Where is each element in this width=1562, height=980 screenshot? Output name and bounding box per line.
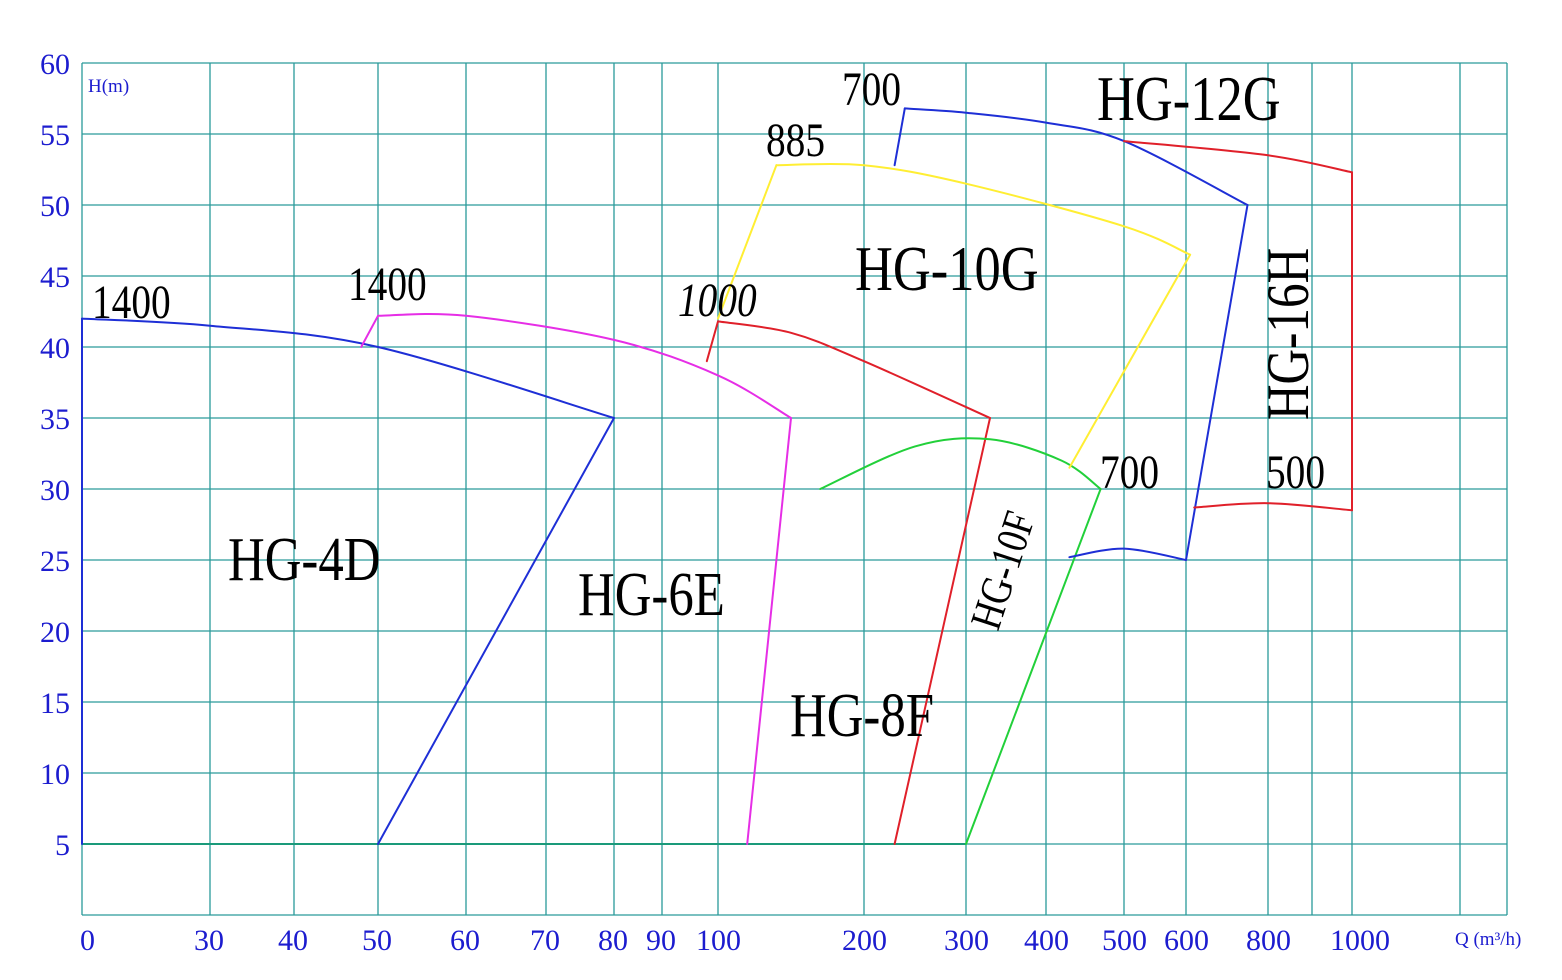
hg-10g-top-curve <box>775 162 1192 256</box>
speed-label-hg-8f: 1000 <box>678 274 757 326</box>
hg-8f-left-boundary <box>705 320 719 363</box>
x-tick-label: 90 <box>646 924 676 957</box>
hg-12g-lower-curve <box>1068 547 1187 561</box>
y-tick-label: 5 <box>55 829 70 862</box>
curves <box>81 107 1353 845</box>
y-tick-label: 50 <box>40 190 70 223</box>
y-tick-label: 20 <box>40 616 70 649</box>
y-tick-label: 25 <box>40 545 70 578</box>
x-tick-label: 70 <box>530 924 560 957</box>
x-tick-label: 80 <box>598 924 628 957</box>
x-tick-label: 0 <box>80 924 95 957</box>
y-tick-label: 45 <box>40 261 70 294</box>
y-tick-labels: 5 10 15 20 25 30 35 40 45 50 55 60 <box>40 48 70 862</box>
hg-4d-top-curve <box>81 317 615 419</box>
x-tick-label: 300 <box>944 924 989 957</box>
hg-10g-bottom-boundary <box>1068 253 1192 469</box>
speed-label-hg-12g: 700 <box>842 63 901 115</box>
hg-6e-bottom-boundary <box>746 417 792 845</box>
x-tick-label: 500 <box>1102 924 1147 957</box>
hg-16h-top-curve <box>1123 140 1353 174</box>
x-tick-label: 100 <box>696 924 741 957</box>
hg-16h-lower-curve <box>1193 502 1353 512</box>
y-tick-label: 10 <box>40 758 70 791</box>
speed-label-hg-6e: 1400 <box>348 258 427 310</box>
model-label-hg-8f: HG-8F <box>790 681 934 750</box>
hg-12g-bottom-boundary <box>1185 204 1249 561</box>
y-tick-label: 40 <box>40 332 70 365</box>
hg-12g-left-boundary <box>893 107 906 167</box>
hg-8f-bottom-boundary <box>893 417 991 845</box>
x-tick-label: 40 <box>278 924 308 957</box>
x-tick-label: 50 <box>362 924 392 957</box>
model-label-hg-4d: HG-4D <box>228 525 380 594</box>
y-tick-label: 55 <box>40 119 70 152</box>
hg-6e-left-boundary <box>360 314 379 348</box>
model-label-hg-6e: HG-6E <box>578 560 725 629</box>
x-tick-labels: 0 30 40 50 60 70 80 90 100 200 300 400 500 600 800 1000 <box>80 924 1390 957</box>
hg-6e-top-curve <box>377 312 792 419</box>
grid <box>81 62 1508 916</box>
y-tick-label: 15 <box>40 687 70 720</box>
x-tick-label: 400 <box>1024 924 1069 957</box>
hg-10f-bottom-boundary <box>965 488 1102 845</box>
hg-10g-left-boundary <box>717 164 778 320</box>
y-axis-label: H(m) <box>88 76 129 97</box>
x-axis-label: Q (m³/h) <box>1455 929 1521 950</box>
x-tick-label: 200 <box>842 924 887 957</box>
x-tick-label: 600 <box>1164 924 1209 957</box>
speed-label-hg-10g: 885 <box>766 114 825 166</box>
speed-label-hg-10f: 700 <box>1100 446 1159 498</box>
x-tick-label: 30 <box>194 924 224 957</box>
hg-12g-top-curve <box>903 107 1249 206</box>
y-tick-label: 60 <box>40 48 70 81</box>
x-tick-label: 1000 <box>1330 924 1390 957</box>
hg-8f-top-curve <box>717 320 991 419</box>
model-label-hg-10g: HG-10G <box>855 233 1039 304</box>
hg-4d-bottom-boundary <box>377 417 615 845</box>
model-label-hg-12g: HG-12G <box>1097 63 1281 134</box>
x-tick-label: 60 <box>450 924 480 957</box>
x-tick-label: 800 <box>1246 924 1291 957</box>
speed-label-hg-16h: 500 <box>1266 446 1325 498</box>
y-tick-label: 35 <box>40 403 70 436</box>
speed-label-hg-4d: 1400 <box>92 276 171 328</box>
model-label-hg-16h: HG-16H <box>1254 248 1321 420</box>
y-tick-label: 30 <box>40 474 70 507</box>
